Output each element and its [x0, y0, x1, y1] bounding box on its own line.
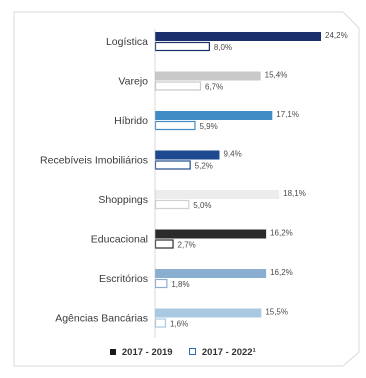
bar-2017-2022 [154, 160, 191, 170]
category-label: Shoppings [98, 194, 148, 206]
value-label-2017-2022: 1,8% [171, 280, 189, 289]
bar-2017-2022 [154, 41, 210, 52]
legend-item-series-2: 2017 - 2022¹ [189, 347, 256, 358]
category-label: Logística [106, 36, 148, 48]
legend: 2017 - 2019 2017 - 2022¹ [0, 347, 366, 358]
value-label-2017-2019: 24,2% [325, 31, 348, 40]
value-label-2017-2019: 9,4% [223, 150, 241, 159]
frame-border [13, 11, 360, 367]
bar-2017-2019 [155, 150, 220, 160]
value-label-2017-2022: 5,0% [193, 201, 211, 210]
bar-2017-2019 [155, 190, 280, 199]
bar-2017-2019 [155, 229, 267, 239]
category-label: Varejo [118, 76, 148, 88]
category-label: Educacional [91, 234, 148, 246]
value-label-2017-2022: 5,9% [199, 122, 217, 131]
bar-2017-2022 [154, 120, 196, 131]
bar-2017-2019 [155, 32, 321, 41]
bar-2017-2019 [155, 269, 267, 278]
bar-2017-2019 [155, 111, 273, 120]
value-label-2017-2022: 2,7% [178, 241, 196, 250]
bar-2017-2019 [155, 308, 262, 318]
value-label-2017-2019: 16,2% [270, 268, 293, 277]
bar-2017-2022 [154, 199, 190, 210]
category-label: Recebíveis Imobiliários [40, 155, 148, 167]
value-label-2017-2019: 17,1% [276, 110, 299, 119]
legend-swatch-outline-icon [189, 348, 197, 355]
legend-label-series-2: 2017 - 2022¹ [201, 347, 256, 358]
legend-swatch-filled-icon [110, 349, 117, 355]
value-label-2017-2019: 18,1% [283, 189, 306, 198]
category-label: Híbrido [114, 115, 148, 127]
value-label-2017-2022: 8,0% [214, 43, 232, 52]
category-label: Agências Bancárias [55, 313, 148, 325]
value-label-2017-2019: 16,2% [270, 229, 293, 238]
bar-2017-2022 [154, 81, 202, 91]
value-label-2017-2019: 15,5% [265, 308, 288, 317]
bar-2017-2019 [155, 71, 261, 81]
value-label-2017-2022: 1,6% [170, 320, 188, 329]
value-label-2017-2022: 5,2% [195, 162, 213, 171]
value-label-2017-2022: 6,7% [205, 83, 223, 92]
bar-2017-2022 [154, 318, 167, 328]
legend-item-series-1: 2017 - 2019 [110, 347, 173, 358]
category-label: Escritórios [99, 273, 148, 285]
legend-label-series-1: 2017 - 2019 [121, 347, 173, 358]
bar-2017-2022 [154, 239, 174, 249]
value-label-2017-2019: 15,4% [265, 71, 288, 80]
bar-2017-2022 [154, 278, 168, 289]
